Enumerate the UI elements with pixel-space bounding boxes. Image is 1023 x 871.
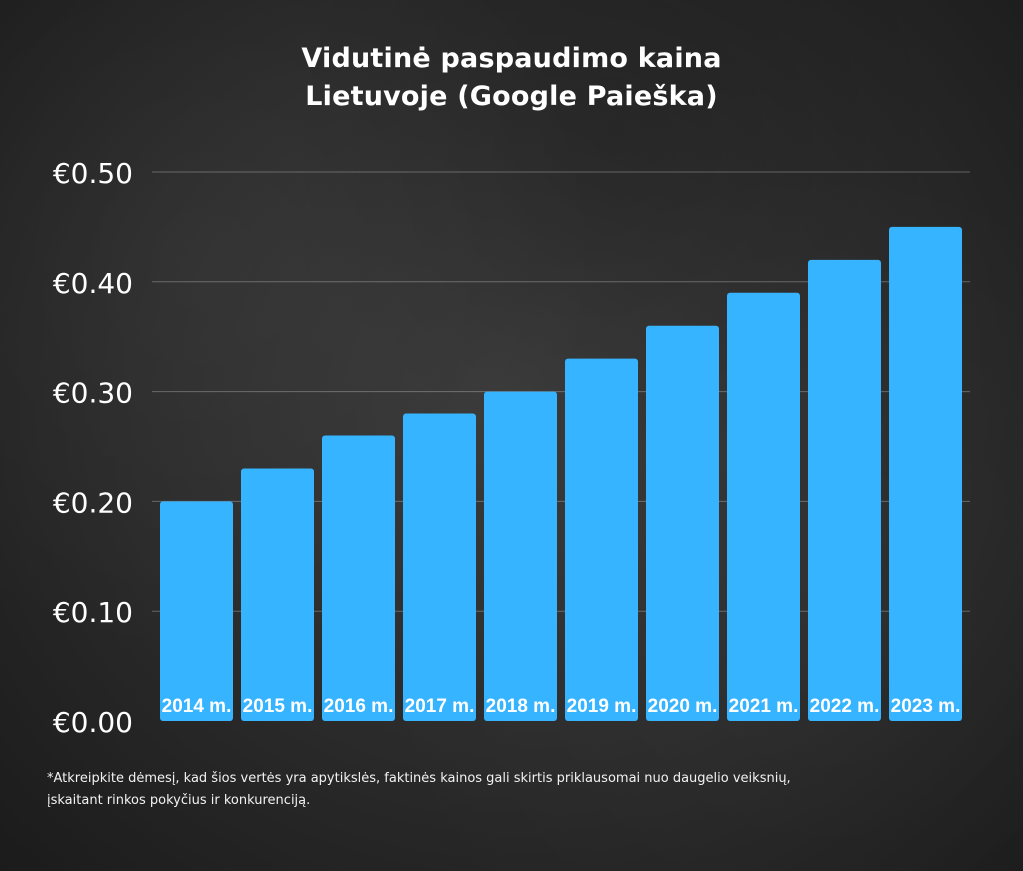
x-tick-label: 2022 m. [810, 696, 880, 717]
x-tick-label: 2023 m. [891, 696, 961, 717]
x-tick-label: 2019 m. [567, 696, 637, 717]
y-tick-label: €0.00 [53, 706, 133, 739]
x-tick-label: 2015 m. [243, 696, 313, 717]
footnote-line-1: *Atkreipkite dėmesį, kad šios vertės yra… [47, 771, 791, 786]
bar [808, 259, 881, 721]
x-tick-label: 2021 m. [729, 696, 799, 717]
bar [322, 435, 395, 721]
y-axis-ticks: €0.00 €0.10 €0.20 €0.30 €0.40 €0.50 [53, 157, 133, 739]
bar [889, 226, 962, 721]
y-tick-label: €0.30 [53, 377, 133, 410]
y-tick-label: €0.40 [53, 267, 133, 300]
bar [403, 413, 476, 721]
bar [484, 391, 557, 721]
chart-title-line-2: Lietuvoje (Google Paieška) [305, 81, 718, 112]
footnote-line-2: įskaitant rinkos pokyčius ir konkurencij… [47, 793, 311, 808]
bar [646, 325, 719, 721]
footnote: *Atkreipkite dėmesį, kad šios vertės yra… [47, 768, 987, 812]
y-tick-label: €0.20 [53, 486, 133, 519]
x-axis-labels: 2014 m. 2015 m. 2016 m. 2017 m. 2018 m. 2019 … [162, 696, 961, 717]
y-tick-label: €0.10 [53, 596, 133, 629]
x-tick-label: 2017 m. [405, 696, 475, 717]
x-tick-label: 2014 m. [162, 696, 232, 717]
bar [565, 358, 638, 721]
chart-title: Vidutinė paspaudimo kaina Lietuvoje (Goo… [0, 40, 1023, 116]
chart-title-line-1: Vidutinė paspaudimo kaina [301, 43, 722, 74]
y-tick-label: €0.50 [53, 157, 133, 190]
x-tick-label: 2018 m. [486, 696, 556, 717]
bar [727, 292, 800, 721]
bars [160, 226, 962, 721]
x-tick-label: 2020 m. [648, 696, 718, 717]
bar [241, 468, 314, 721]
bar [160, 501, 233, 721]
x-tick-label: 2016 m. [324, 696, 394, 717]
